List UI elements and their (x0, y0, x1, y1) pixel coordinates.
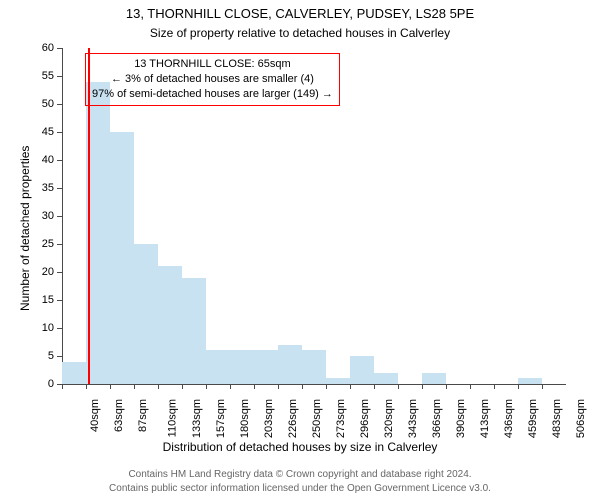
y-tick (57, 328, 62, 329)
x-tick-label: 180sqm (239, 399, 251, 438)
y-tick (57, 48, 62, 49)
y-tick (57, 216, 62, 217)
histogram-bar (182, 278, 206, 384)
x-tick-label: 320sqm (383, 399, 395, 438)
callout-line: ← 3% of detached houses are smaller (4) (92, 72, 333, 87)
x-tick-label: 63sqm (113, 399, 125, 432)
y-tick (57, 300, 62, 301)
y-tick (57, 132, 62, 133)
x-tick-label: 506sqm (575, 399, 587, 438)
x-tick-label: 343sqm (407, 399, 419, 438)
y-tick (57, 160, 62, 161)
x-tick-label: 157sqm (215, 399, 227, 438)
histogram-bar (230, 350, 254, 384)
histogram-bar (254, 350, 278, 384)
x-tick (302, 384, 303, 389)
y-tick (57, 272, 62, 273)
x-tick-label: 436sqm (503, 399, 515, 438)
x-tick (134, 384, 135, 389)
x-tick-label: 459sqm (527, 399, 539, 438)
x-tick (494, 384, 495, 389)
y-tick-label: 5 (48, 350, 54, 362)
x-tick (182, 384, 183, 389)
x-tick (254, 384, 255, 389)
histogram-bar (422, 373, 446, 384)
y-tick-label: 40 (42, 154, 54, 166)
y-tick-label: 50 (42, 98, 54, 110)
y-tick (57, 188, 62, 189)
callout-line: 13 THORNHILL CLOSE: 65sqm (92, 57, 333, 72)
x-tick-label: 413sqm (479, 399, 491, 438)
histogram-bar (326, 378, 350, 384)
footer-text: Contains HM Land Registry data © Crown c… (0, 468, 600, 495)
x-tick (230, 384, 231, 389)
x-tick-label: 40sqm (89, 399, 101, 432)
x-tick (518, 384, 519, 389)
footer-line: Contains public sector information licen… (0, 482, 600, 496)
y-tick (57, 104, 62, 105)
x-tick-label: 250sqm (311, 399, 323, 438)
x-tick (206, 384, 207, 389)
y-tick-label: 60 (42, 42, 54, 54)
y-tick-label: 15 (42, 294, 54, 306)
x-tick (398, 384, 399, 389)
x-tick (86, 384, 87, 389)
chart-subtitle: Size of property relative to detached ho… (0, 26, 600, 40)
x-tick (62, 384, 63, 389)
histogram-bar (206, 350, 230, 384)
y-tick-label: 55 (42, 70, 54, 82)
histogram-bar (110, 132, 134, 384)
x-tick (446, 384, 447, 389)
chart-container: 13, THORNHILL CLOSE, CALVERLEY, PUDSEY, … (0, 0, 600, 500)
histogram-bar (278, 345, 302, 384)
y-tick (57, 76, 62, 77)
x-tick-label: 110sqm (166, 399, 178, 437)
x-tick-label: 296sqm (359, 399, 371, 438)
x-tick (422, 384, 423, 389)
histogram-bar (134, 244, 158, 384)
histogram-bar (302, 350, 326, 384)
y-tick-label: 30 (42, 210, 54, 222)
x-tick-label: 390sqm (455, 399, 467, 438)
y-axis-label: Number of detached properties (18, 146, 32, 311)
x-tick-label: 483sqm (551, 399, 563, 438)
x-tick-label: 87sqm (137, 399, 149, 432)
x-tick-label: 133sqm (191, 399, 203, 438)
x-tick (542, 384, 543, 389)
x-tick-label: 273sqm (335, 399, 347, 438)
y-tick-label: 0 (48, 378, 54, 390)
x-tick-label: 226sqm (287, 399, 299, 438)
y-tick-label: 20 (42, 266, 54, 278)
histogram-bar (350, 356, 374, 384)
x-axis-line (62, 384, 566, 385)
x-tick-label: 203sqm (263, 399, 275, 438)
x-axis-label: Distribution of detached houses by size … (0, 440, 600, 454)
y-tick (57, 356, 62, 357)
x-tick (470, 384, 471, 389)
x-tick (158, 384, 159, 389)
callout-line: 97% of semi-detached houses are larger (… (92, 87, 333, 102)
x-tick (374, 384, 375, 389)
x-tick (350, 384, 351, 389)
histogram-bar (374, 373, 398, 384)
x-tick-label: 366sqm (431, 399, 443, 438)
y-tick-label: 25 (42, 238, 54, 250)
y-tick-label: 10 (42, 322, 54, 334)
footer-line: Contains HM Land Registry data © Crown c… (0, 468, 600, 482)
chart-title: 13, THORNHILL CLOSE, CALVERLEY, PUDSEY, … (0, 6, 600, 21)
histogram-bar (518, 378, 542, 384)
histogram-bar (62, 362, 86, 384)
histogram-bar (158, 266, 182, 384)
y-tick-label: 45 (42, 126, 54, 138)
y-tick (57, 244, 62, 245)
x-tick (278, 384, 279, 389)
y-tick-label: 35 (42, 182, 54, 194)
x-tick (110, 384, 111, 389)
y-axis-line (62, 48, 63, 384)
callout-box: 13 THORNHILL CLOSE: 65sqm← 3% of detache… (85, 53, 340, 106)
x-tick (326, 384, 327, 389)
